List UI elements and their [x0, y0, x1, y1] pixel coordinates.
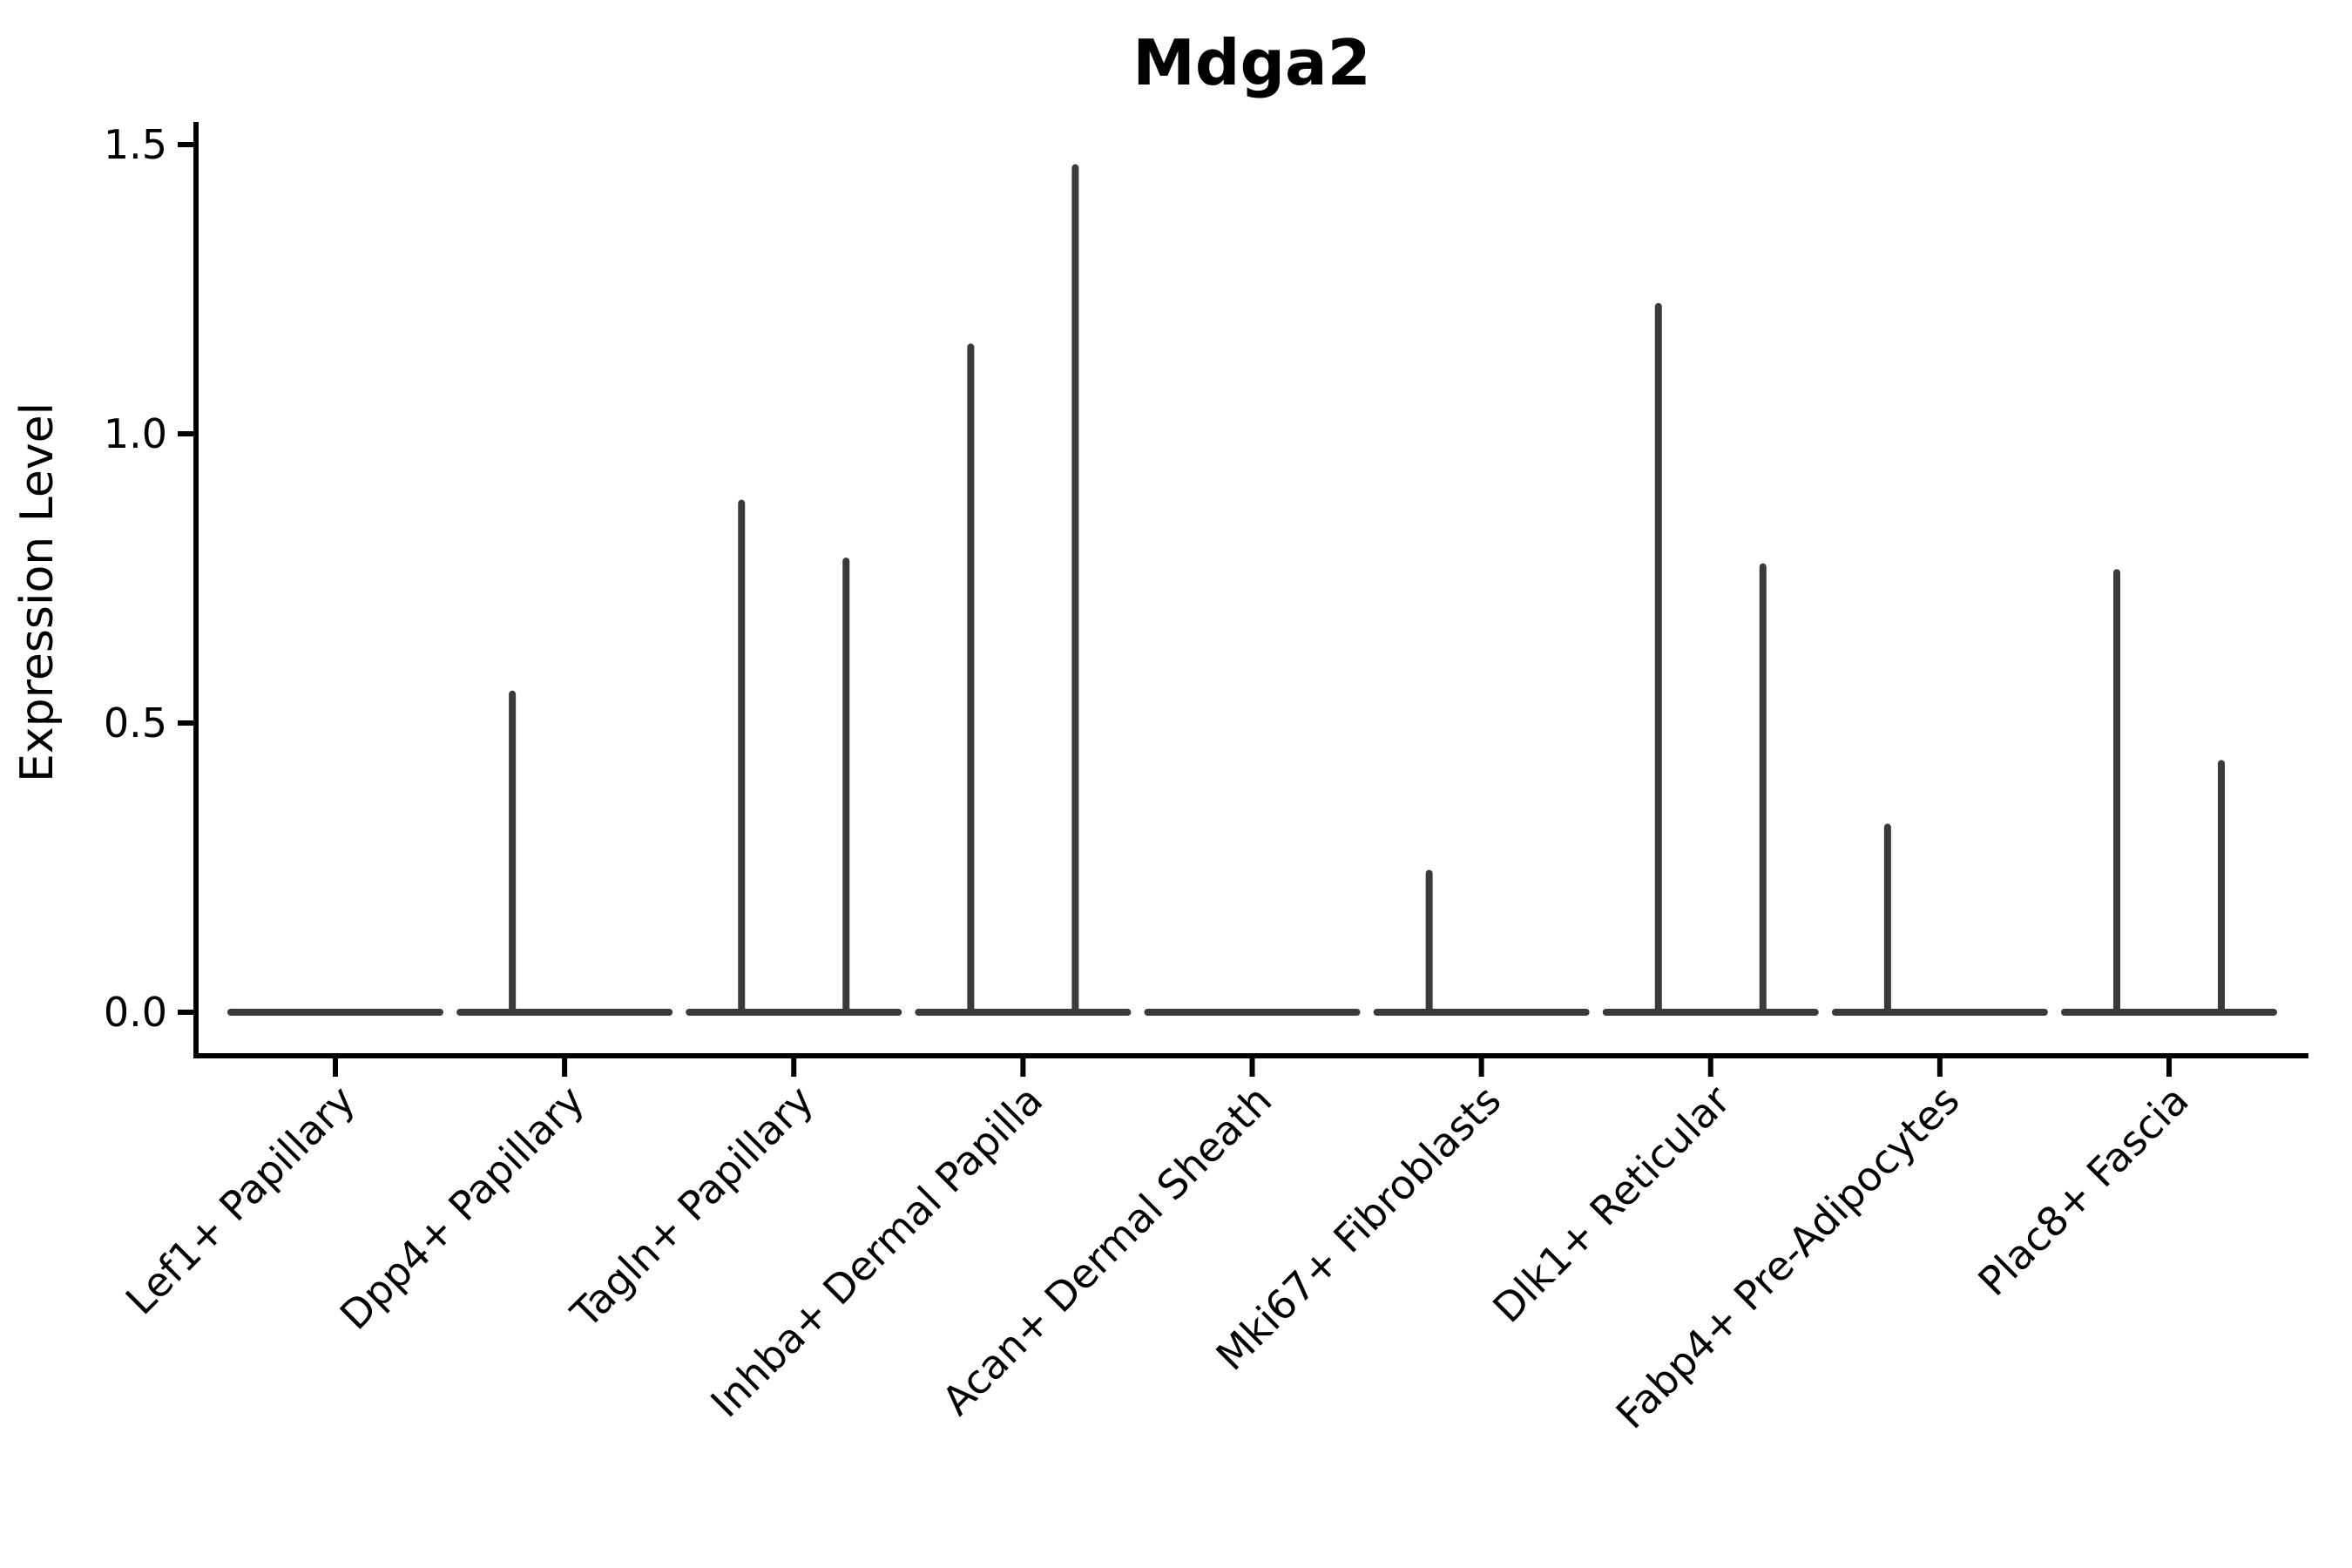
violin [1602, 302, 1819, 1016]
y-axis-ticks: 0.0 0.5 1.0 1.5 [104, 121, 196, 1036]
y-tick-label: 1.0 [104, 410, 167, 457]
violin [1373, 869, 1590, 1016]
y-tick-label: 1.5 [104, 121, 167, 168]
y-tick-label: 0.0 [104, 989, 167, 1036]
violin [1831, 823, 2048, 1016]
y-tick-label: 0.5 [104, 700, 167, 747]
violin [686, 499, 902, 1016]
violin [456, 690, 673, 1016]
violin [2061, 569, 2277, 1016]
y-axis-label: Expression Level [11, 402, 64, 782]
violins [227, 164, 2277, 1016]
violin [915, 164, 1132, 1016]
chart-title: Mdga2 [1132, 26, 1370, 99]
